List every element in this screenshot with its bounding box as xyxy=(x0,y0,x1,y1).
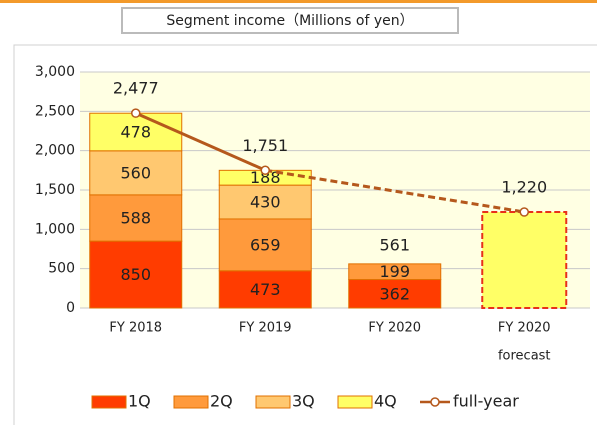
legend-marker xyxy=(430,397,440,407)
bar-segment xyxy=(89,240,183,309)
line-marker xyxy=(519,207,529,217)
forecast-bar xyxy=(481,211,568,310)
line-marker xyxy=(131,108,141,118)
y-tick-label: 0 xyxy=(66,300,75,316)
bar-value-label: 199 xyxy=(379,262,410,281)
legend-label: 2Q xyxy=(210,392,233,411)
line-segment xyxy=(135,111,266,172)
y-tick-label: 1,000 xyxy=(35,221,75,237)
legend-swatch xyxy=(337,395,373,409)
bar-value-label: 588 xyxy=(120,209,151,228)
bar-segment xyxy=(348,263,442,281)
legend-swatch xyxy=(173,395,209,409)
total-label: 2,477 xyxy=(113,79,159,98)
bar-value-label: 560 xyxy=(120,163,151,182)
y-tick-label: 1,500 xyxy=(35,182,75,198)
line-marker xyxy=(260,165,270,176)
legend-label: 1Q xyxy=(128,392,151,411)
bar-segment xyxy=(348,279,442,309)
x-tick-label: FY 2018 xyxy=(109,321,162,336)
legend-label: 4Q xyxy=(374,392,397,411)
x-tick-label: FY 2019 xyxy=(239,321,292,336)
bar-value-label: 430 xyxy=(250,193,281,212)
bar-value-label: 478 xyxy=(120,123,151,142)
legend-swatch xyxy=(255,395,291,409)
chart-title: Segment income（Millions of yen） xyxy=(166,13,413,29)
total-label: 1,220 xyxy=(501,178,547,197)
total-label: 1,751 xyxy=(242,136,288,155)
x-tick-label: FY 2020 xyxy=(498,321,551,336)
bar-value-label: 362 xyxy=(379,284,410,303)
frame xyxy=(13,44,597,425)
y-tick-label: 500 xyxy=(48,261,75,277)
legend-label: full-year xyxy=(453,392,519,411)
legend-label: 3Q xyxy=(292,392,315,411)
y-tick-label: 2,000 xyxy=(35,143,75,159)
x-tick-label: FY 2020 xyxy=(368,321,421,336)
bar-value-label: 659 xyxy=(250,235,281,254)
y-tick-label: 2,500 xyxy=(35,103,75,119)
bar-value-label: 473 xyxy=(250,280,281,299)
legend-swatch xyxy=(91,395,127,409)
bar-segment xyxy=(89,150,183,196)
y-tick-label: 3,000 xyxy=(35,64,75,80)
top-bar xyxy=(0,0,597,3)
bar-segment xyxy=(89,112,183,152)
x-tick-label: forecast xyxy=(498,349,551,364)
total-label: 561 xyxy=(379,235,410,254)
bar-segment xyxy=(89,194,183,242)
bar-value-label: 188 xyxy=(250,168,281,187)
title-box xyxy=(121,7,459,34)
bar-value-label: 850 xyxy=(120,265,151,284)
